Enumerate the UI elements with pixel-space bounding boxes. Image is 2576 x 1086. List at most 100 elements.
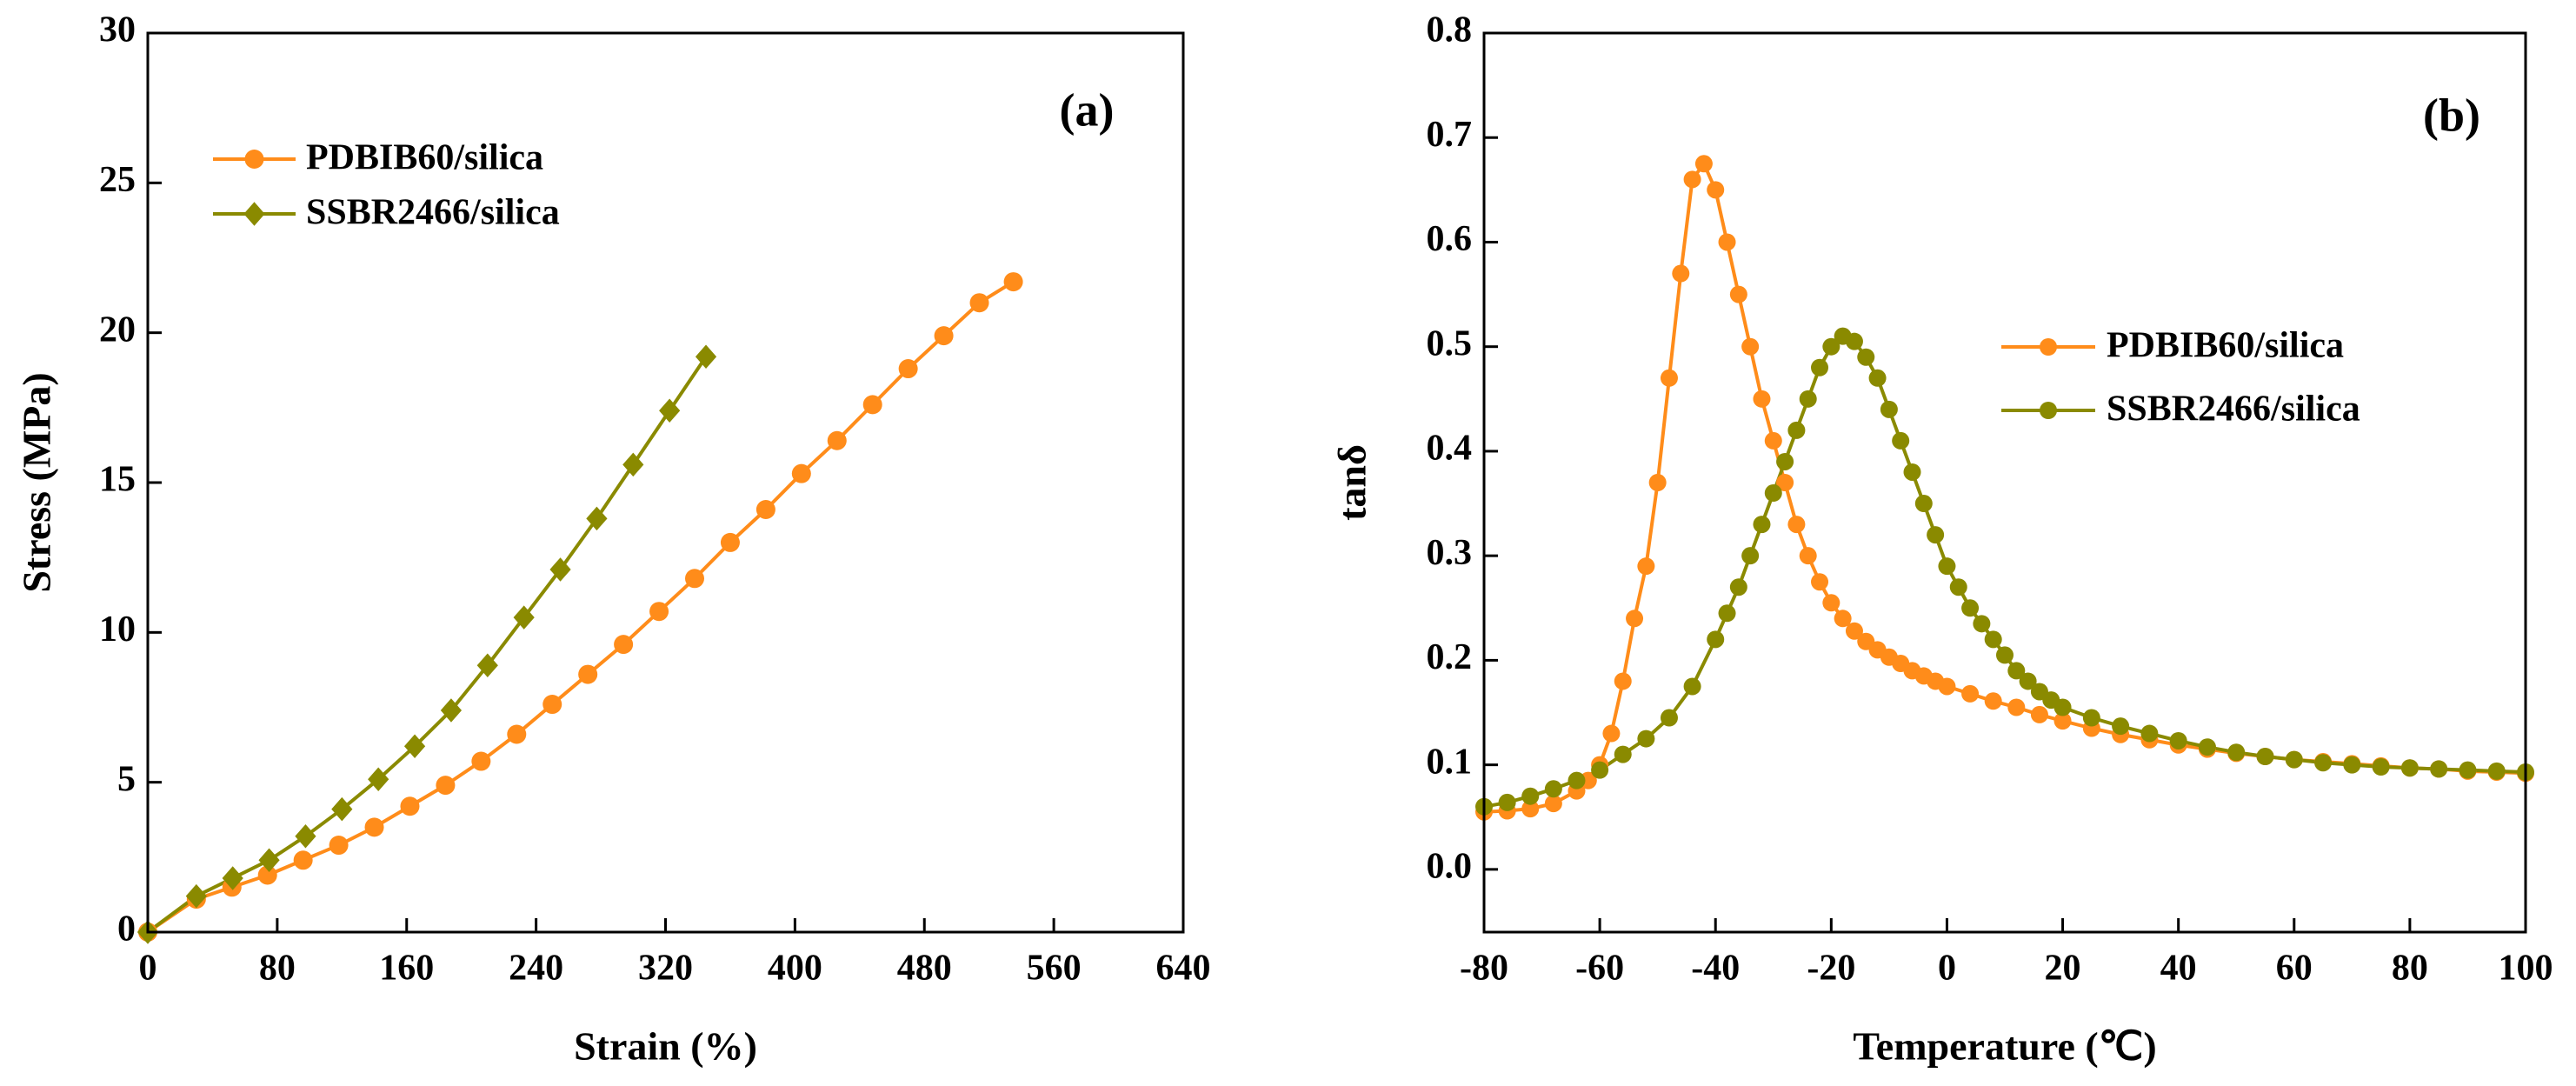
y-tick-label: 5 [117, 759, 136, 799]
marker [1660, 369, 1678, 387]
y-tick-label: 0.5 [1427, 323, 1473, 363]
marker [1787, 516, 1806, 534]
marker [2227, 743, 2246, 762]
marker [1544, 780, 1562, 798]
marker [507, 724, 527, 744]
marker [513, 605, 535, 630]
y-tick-label: 20 [99, 310, 136, 350]
plot-area [148, 280, 1015, 932]
annotation: (a) [1060, 83, 1115, 136]
marker [2112, 717, 2130, 736]
marker [549, 557, 571, 582]
marker [622, 452, 644, 477]
x-tick-label: -40 [1691, 949, 1740, 989]
marker [649, 602, 669, 622]
marker [1602, 724, 1621, 743]
marker [1927, 526, 1945, 544]
y-tick-label: 30 [99, 10, 136, 50]
x-tick-label: 240 [509, 949, 563, 989]
marker [2459, 761, 2477, 779]
y-axis-label: tanδ [1330, 444, 1375, 521]
y-tick-label: 0.2 [1427, 637, 1473, 677]
marker [1521, 787, 1540, 805]
series-line [1484, 160, 2526, 814]
marker [1614, 745, 1632, 763]
marker [1776, 474, 1794, 491]
marker [1753, 390, 1771, 408]
marker [1961, 599, 1980, 617]
x-tick-label: 20 [2045, 949, 2081, 989]
marker [222, 866, 243, 890]
y-tick-label: 0.8 [1427, 10, 1473, 50]
x-axis-label: Temperature (℃) [1853, 1024, 2156, 1069]
series-line [148, 280, 1015, 932]
marker [1729, 285, 1747, 303]
y-tick-label: 0.4 [1427, 429, 1473, 469]
marker [1683, 677, 1701, 696]
y-tick-label: 25 [99, 160, 136, 200]
marker [2019, 672, 2037, 690]
marker [331, 796, 353, 822]
marker [586, 506, 608, 531]
marker [1903, 463, 1921, 481]
marker [1672, 264, 1690, 283]
marker [1741, 337, 1760, 356]
marker [862, 395, 882, 415]
x-tick-label: 640 [1156, 949, 1211, 989]
marker [1811, 573, 1829, 591]
axes-frame [1482, 31, 2527, 934]
y-tick-label: 0.6 [1427, 219, 1473, 259]
marker [476, 653, 498, 677]
marker [1984, 692, 2002, 710]
legend-label: PDBIB60/silica [306, 138, 543, 178]
marker [969, 293, 989, 313]
marker [1776, 452, 1794, 470]
marker [436, 776, 456, 796]
legend-label: SSBR2466/silica [2107, 390, 2360, 430]
marker [1892, 431, 1910, 450]
marker [2430, 760, 2448, 778]
marker [1811, 358, 1829, 376]
marker [1637, 557, 1655, 576]
marker [934, 326, 954, 346]
marker [1707, 181, 1725, 199]
marker [1626, 610, 1644, 628]
marker [2053, 712, 2072, 730]
y-tick-label: 0.0 [1427, 847, 1473, 887]
marker [684, 569, 704, 589]
x-tick-label: -20 [1807, 949, 1855, 989]
marker [1764, 484, 1782, 503]
plot-area [1484, 160, 2526, 814]
y-tick-label: 0.3 [1427, 533, 1473, 573]
marker [659, 398, 681, 423]
marker [1799, 390, 1817, 408]
marker [2040, 402, 2057, 419]
marker [1003, 272, 1023, 292]
x-tick-label: 320 [638, 949, 693, 989]
marker [827, 430, 847, 450]
x-tick-label: -80 [1460, 949, 1508, 989]
marker [1694, 155, 1713, 173]
marker [2007, 698, 2026, 716]
marker [1961, 684, 1980, 703]
y-tick-label: 0.1 [1427, 742, 1473, 782]
marker [1718, 604, 1736, 623]
marker [2400, 759, 2419, 777]
marker [1880, 400, 1898, 418]
marker [368, 767, 389, 791]
marker [1521, 800, 1540, 818]
marker [791, 463, 811, 483]
marker [2285, 750, 2303, 769]
marker [2487, 762, 2506, 780]
marker [2140, 724, 2159, 743]
y-axis-label: Stress (MPa) [15, 372, 59, 592]
marker [1949, 578, 1967, 596]
marker [257, 865, 277, 885]
marker [720, 532, 740, 552]
marker [1845, 332, 1863, 350]
x-tick-label: 100 [2499, 949, 2553, 989]
marker [1787, 421, 1806, 439]
marker [614, 635, 634, 655]
marker [2343, 756, 2361, 774]
x-tick-label: 0 [1938, 949, 1956, 989]
